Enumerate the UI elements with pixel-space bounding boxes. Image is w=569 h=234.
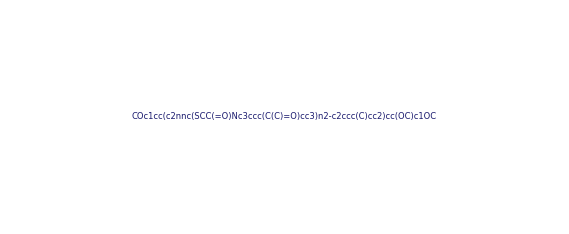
Text: COc1cc(c2nnc(SCC(=O)Nc3ccc(C(C)=O)cc3)n2-c2ccc(C)cc2)cc(OC)c1OC: COc1cc(c2nnc(SCC(=O)Nc3ccc(C(C)=O)cc3)n2… xyxy=(132,113,437,121)
